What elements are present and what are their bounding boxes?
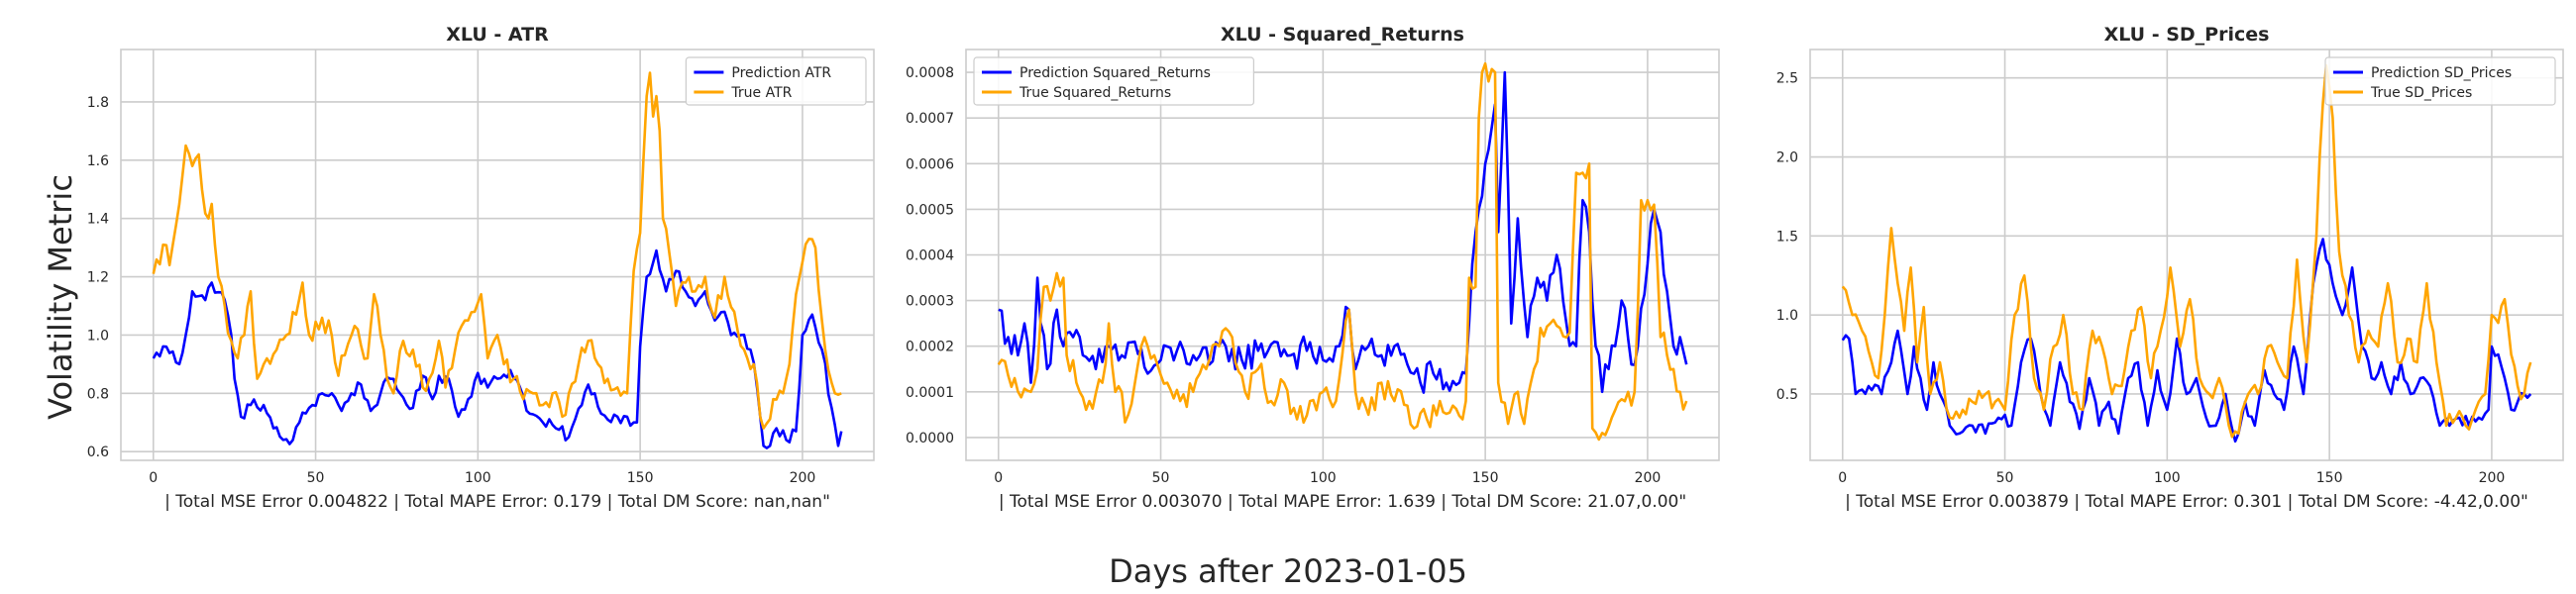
prediction-series-line [152,248,843,449]
chart-title: XLU - ATR [446,24,549,46]
x-tick-label: 100 [465,470,491,486]
y-tick-label: 1.0 [1776,308,1798,324]
legend: Prediction ATR True ATR [685,56,867,106]
y-tick-label: 1.5 [1776,229,1798,245]
y-tick-label: 0.0008 [906,65,954,81]
y-tick-label: 0.0004 [906,248,954,264]
y-tick-label: 1.0 [87,328,109,344]
legend-box [685,56,867,106]
chart-panel-2: 0 50 100 150 200 0.0000 0.0001 0.0002 0.0003 0.00… [906,24,1720,512]
x-tick-label: 200 [2479,470,2506,486]
legend-label: Prediction Squared_Returns [1020,65,1211,81]
y-tick-label: 0.0005 [906,202,954,218]
x-tick-label: 0 [1838,470,1847,486]
plot-frame [1809,49,2564,461]
x-tick-label: 100 [1310,470,1337,486]
y-tick-label: 1.2 [87,270,109,286]
chart-title: XLU - SD_Prices [2104,24,2270,46]
legend-box [2324,56,2556,106]
x-tick-label: 150 [627,470,654,486]
y-tick-label: 2.0 [1776,150,1798,166]
y-tick-label: 0.0002 [906,340,954,355]
prediction-series-line [998,70,1688,394]
y-tick-label: 0.0007 [906,111,954,127]
y-tick-label: 1.6 [87,153,109,169]
x-tick-label: 200 [1635,470,1662,486]
x-tick-label: 50 [1152,470,1170,486]
y-tick-label: 0.0000 [906,431,954,446]
y-tick-label: 0.0001 [906,385,954,401]
true-series-line [1841,63,2532,439]
legend-label: True ATR [730,85,792,101]
y-tick-label: 0.0003 [906,294,954,310]
prediction-series-line [1841,238,2532,444]
chart-panel-3: 0 50 100 150 200 0.5 1.0 1.5 2.0 2.5 XLU - SD_Pric… [1776,24,2564,512]
chart-title: XLU - Squared_Returns [1221,24,1464,46]
figure-xlabel: Days after 2023-01-05 [1109,552,1467,590]
legend-label: Prediction ATR [731,65,831,81]
legend: Prediction Squared_Returns True Squared_R… [973,56,1254,106]
x-tick-label: 0 [149,470,158,486]
x-tick-label: 50 [307,470,325,486]
x-tick-label: 150 [2316,470,2343,486]
legend-label: True SD_Prices [2370,85,2472,101]
x-tick-label: 0 [994,470,1003,486]
plot-frame [965,49,1720,461]
true-series-line [997,61,1688,442]
y-tick-label: 0.0006 [906,156,954,172]
error-summary-label: | Total MSE Error 0.004822 | Total MAPE … [164,492,830,512]
figure-ylabel: Volatility Metric [42,174,79,420]
legend-label: True Squared_Returns [1019,85,1171,101]
y-tick-label: 1.8 [87,95,109,111]
true-series-line [152,71,842,430]
error-summary-label: | Total MSE Error 0.003879 | Total MAPE … [1845,492,2528,512]
y-tick-label: 2.5 [1776,71,1798,87]
y-tick-label: 0.8 [87,386,109,402]
plot-frame [120,49,875,461]
x-tick-label: 50 [1996,470,2014,486]
chart-panel-1: 0 50 100 150 200 0.6 0.8 1.0 1.2 1.4 1.6 1.8 XLU - A… [87,24,875,512]
legend-box [973,56,1254,106]
x-tick-label: 100 [2154,470,2181,486]
legend-label: Prediction SD_Prices [2371,65,2512,81]
y-tick-label: 1.4 [87,212,109,228]
x-tick-label: 150 [1472,470,1499,486]
y-tick-label: 0.5 [1776,387,1798,403]
legend: Prediction SD_Prices True SD_Prices [2324,56,2556,106]
x-tick-label: 200 [790,470,816,486]
error-summary-label: | Total MSE Error 0.003070 | Total MAPE … [999,492,1686,512]
y-tick-label: 0.6 [87,445,109,460]
